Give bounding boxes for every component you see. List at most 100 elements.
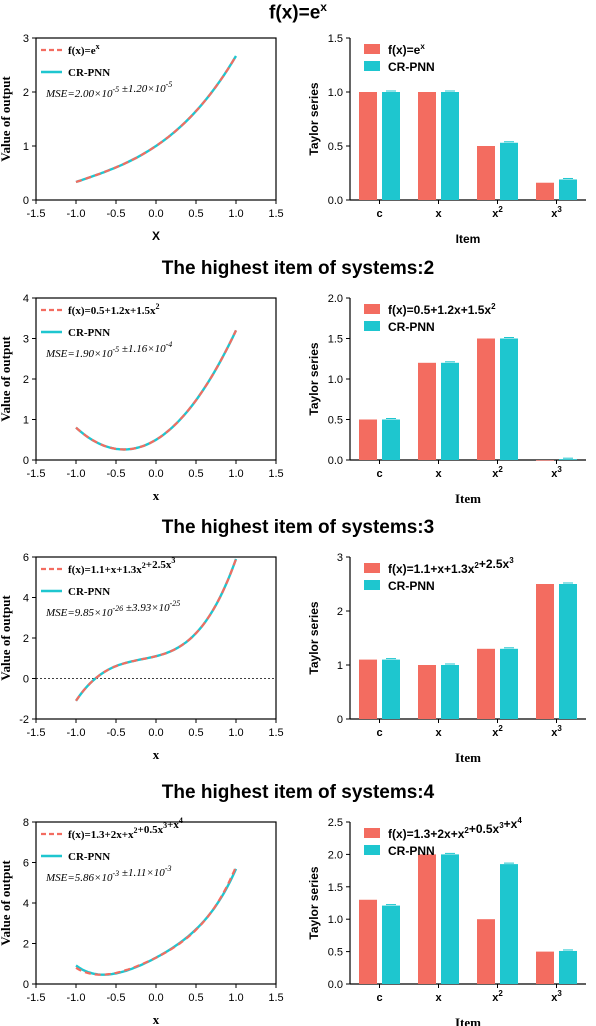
y-tick-label: 1.0 bbox=[328, 374, 343, 386]
legend-swatch-true bbox=[364, 563, 380, 573]
legend-label-model: CR-PNN bbox=[68, 67, 110, 79]
legend-label-true: f(x)=1.3+2x+x2+0.5x3+x4 bbox=[68, 816, 183, 841]
y-tick-label: 2 bbox=[23, 633, 29, 645]
x-tick-label: 0.5 bbox=[188, 468, 203, 480]
y-axis-label: Value of output bbox=[0, 336, 13, 422]
y-tick-label: 2.0 bbox=[328, 293, 343, 305]
x-tick-label: 1.0 bbox=[228, 468, 243, 480]
bar-cr-pnn bbox=[500, 648, 518, 719]
bar-cr-pnn bbox=[382, 905, 400, 984]
legend-label-true: f(x)=1.1+x+1.3x2+2.5x3 bbox=[68, 556, 175, 576]
mse-annotation: MSE=9.85×10-26 ±3.93×10-25 bbox=[45, 599, 180, 619]
x-tick-label: 0.5 bbox=[188, 992, 203, 1004]
bar-true bbox=[536, 182, 554, 200]
bar-true bbox=[418, 854, 436, 984]
bar-true bbox=[477, 146, 495, 200]
x-tick-label: 0.0 bbox=[148, 208, 163, 220]
bar-true bbox=[418, 92, 436, 200]
y-tick-label: 4 bbox=[23, 293, 29, 305]
bar-true bbox=[359, 659, 377, 719]
bar-cr-pnn bbox=[559, 584, 577, 719]
category-label: x bbox=[435, 992, 442, 1004]
x-tick-label: -1.5 bbox=[27, 727, 46, 739]
y-tick-label: 0 bbox=[337, 714, 343, 726]
y-tick-label: 1.5 bbox=[328, 33, 343, 45]
mse-annotation: MSE=1.90×10-5 ±1.16×10-4 bbox=[45, 340, 172, 360]
bar-cr-pnn bbox=[441, 362, 459, 460]
y-axis-label: Taylor series bbox=[307, 342, 321, 415]
row-title: The highest item of systems:3 bbox=[161, 517, 435, 538]
y-tick-label: 2.0 bbox=[328, 849, 343, 861]
bar-true bbox=[359, 92, 377, 200]
y-tick-label: 0.5 bbox=[328, 415, 343, 427]
series-line-true-function bbox=[75, 866, 238, 976]
y-tick-label: 3 bbox=[23, 334, 29, 346]
x-tick-label: -1.0 bbox=[67, 208, 86, 220]
y-tick-label: 1.0 bbox=[328, 914, 343, 926]
legend-label-model: CR-PNN bbox=[68, 327, 110, 339]
y-tick-label: 6 bbox=[23, 552, 29, 564]
legend-label-model: CR-PNN bbox=[68, 851, 110, 863]
y-tick-label: 2 bbox=[23, 374, 29, 386]
bar-true bbox=[536, 584, 554, 719]
legend-swatch-model bbox=[364, 580, 380, 590]
y-tick-label: 2 bbox=[23, 939, 29, 951]
legend-label-true: f(x)=0.5+1.2x+1.5x2 bbox=[68, 302, 160, 317]
x-tick-label: -1.0 bbox=[67, 727, 86, 739]
y-tick-label: 4 bbox=[23, 593, 29, 605]
category-label: x bbox=[435, 727, 442, 739]
x-tick-label: -1.5 bbox=[27, 468, 46, 480]
y-tick-label: 2 bbox=[23, 87, 29, 99]
category-label: c bbox=[376, 727, 382, 739]
y-axis-label: Value of output bbox=[0, 595, 13, 681]
x-tick-label: 1.5 bbox=[268, 992, 283, 1004]
x-tick-label: -1.0 bbox=[67, 468, 86, 480]
legend-swatch-model bbox=[364, 845, 380, 855]
category-label: x bbox=[435, 208, 442, 220]
bar-cr-pnn bbox=[382, 419, 400, 460]
category-label: x2 bbox=[492, 989, 503, 1004]
legend-label-model: CR-PNN bbox=[388, 844, 435, 858]
bar-cr-pnn bbox=[441, 854, 459, 984]
x-tick-label: -0.5 bbox=[107, 208, 126, 220]
y-tick-label: 4 bbox=[23, 898, 29, 910]
bar-true bbox=[359, 419, 377, 460]
category-label: c bbox=[376, 468, 382, 480]
y-tick-label: 8 bbox=[23, 817, 29, 829]
y-axis-label: Taylor series bbox=[307, 866, 321, 939]
y-tick-label: 6 bbox=[23, 858, 29, 870]
x-tick-label: 1.5 bbox=[268, 468, 283, 480]
category-label: x2 bbox=[492, 465, 503, 480]
bar-true bbox=[477, 648, 495, 719]
legend-swatch-model bbox=[364, 61, 380, 71]
x-tick-label: -0.5 bbox=[107, 727, 126, 739]
x-axis-label: x bbox=[153, 1012, 160, 1026]
legend-swatch-model bbox=[364, 321, 380, 331]
y-axis-label: Value of output bbox=[0, 76, 13, 162]
y-tick-label: 1.5 bbox=[328, 334, 343, 346]
y-tick-label: 2.5 bbox=[328, 817, 343, 829]
bar-cr-pnn bbox=[382, 92, 400, 200]
y-tick-label: 0.5 bbox=[328, 947, 343, 959]
y-tick-label: 3 bbox=[23, 33, 29, 45]
x-tick-label: 1.0 bbox=[228, 727, 243, 739]
legend-label-true: f(x)=ex bbox=[388, 42, 425, 57]
x-tick-label: 0.5 bbox=[188, 727, 203, 739]
y-tick-label: 1 bbox=[23, 415, 29, 427]
bar-cr-pnn bbox=[441, 665, 459, 719]
category-label: x3 bbox=[551, 989, 562, 1004]
row-title: f(x)=ex bbox=[269, 0, 327, 24]
bar-true bbox=[359, 899, 377, 984]
legend-swatch-true bbox=[364, 304, 380, 314]
x-tick-label: 0.0 bbox=[148, 727, 163, 739]
x-tick-label: -0.5 bbox=[107, 992, 126, 1004]
x-axis-label: x bbox=[153, 747, 160, 762]
legend-swatch-true bbox=[364, 828, 380, 838]
bar-true bbox=[536, 460, 554, 461]
